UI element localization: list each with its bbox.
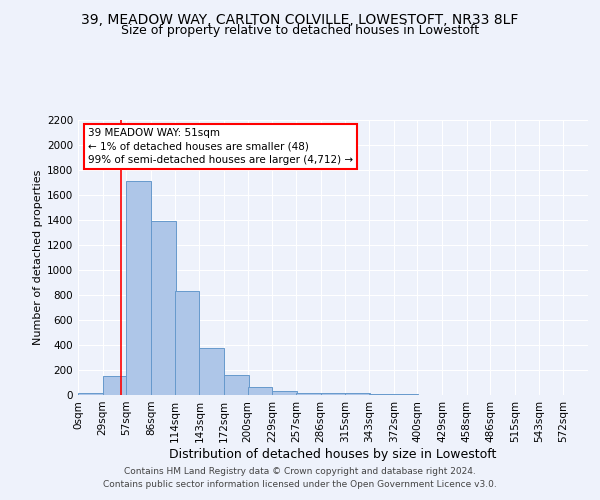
Bar (272, 391, 297, 395)
Bar (248, 387, 272, 395)
Bar (224, 375, 248, 395)
Text: 39 MEADOW WAY: 51sqm
← 1% of detached houses are smaller (48)
99% of semi-detach: 39 MEADOW WAY: 51sqm ← 1% of detached ho… (88, 128, 353, 164)
X-axis label: Distribution of detached houses by size in Lowestoft: Distribution of detached houses by size … (169, 448, 497, 460)
Bar (151, 221, 176, 395)
Bar (175, 291, 199, 395)
Bar (127, 181, 151, 395)
Bar (296, 392, 320, 395)
Y-axis label: Number of detached properties: Number of detached properties (33, 170, 43, 345)
Bar (320, 392, 346, 395)
Text: 39, MEADOW WAY, CARLTON COLVILLE, LOWESTOFT, NR33 8LF: 39, MEADOW WAY, CARLTON COLVILLE, LOWEST… (82, 12, 518, 26)
Bar (346, 393, 370, 395)
Bar (369, 394, 394, 395)
Text: Contains HM Land Registry data © Crown copyright and database right 2024.: Contains HM Land Registry data © Crown c… (124, 467, 476, 476)
Text: Size of property relative to detached houses in Lowestoft: Size of property relative to detached ho… (121, 24, 479, 37)
Bar (199, 348, 224, 395)
Bar (394, 394, 418, 395)
Bar (78, 393, 103, 395)
Text: Contains public sector information licensed under the Open Government Licence v3: Contains public sector information licen… (103, 480, 497, 489)
Bar (103, 376, 127, 395)
